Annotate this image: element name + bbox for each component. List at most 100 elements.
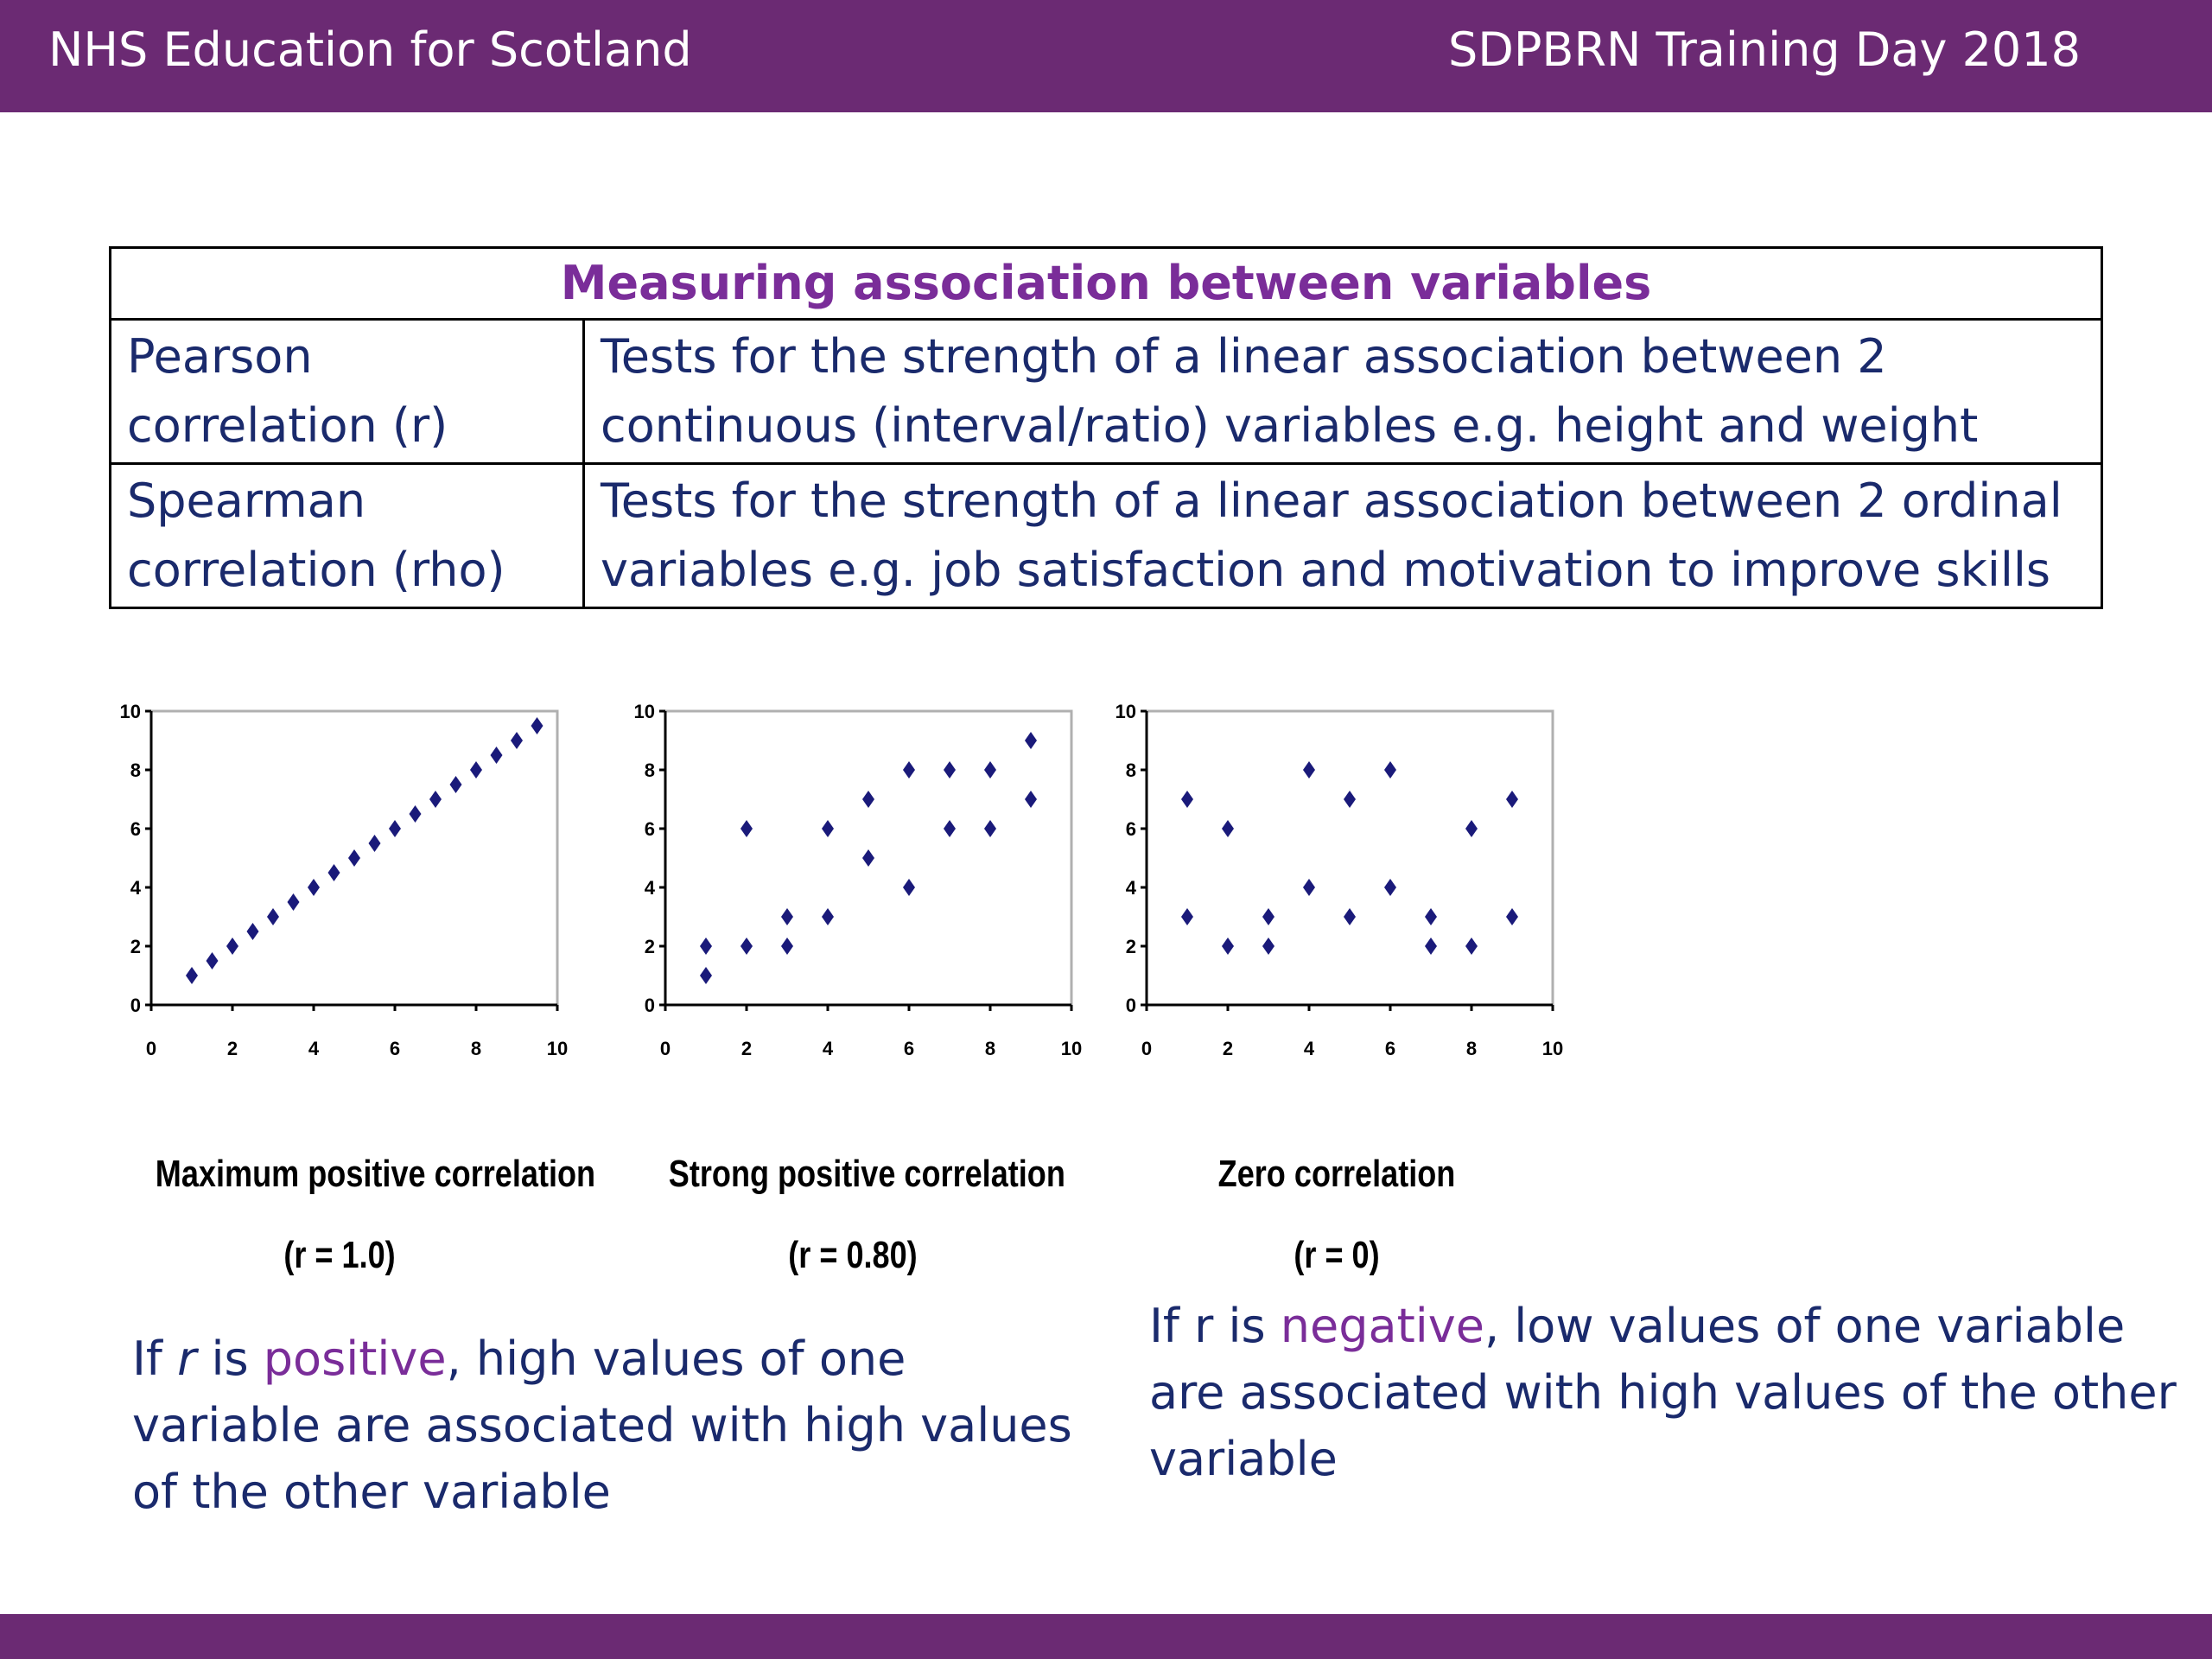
y-tick-label: 0 [645, 995, 655, 1016]
y-tick-label: 4 [1126, 877, 1137, 899]
text-fragment: is [196, 1332, 264, 1386]
data-point [226, 938, 238, 955]
x-tick-label: 2 [741, 1038, 752, 1059]
data-point [470, 761, 482, 779]
data-point [822, 820, 834, 837]
association-table: Measuring association between variables … [109, 246, 2103, 609]
scatter-chart-strong-positive: 0 2 4 6 8 10 0 2 4 6 8 10 [618, 696, 1102, 1079]
x-tick-label: 10 [547, 1038, 568, 1059]
table-title: Measuring association between variables [109, 246, 2103, 321]
x-tick-label: 10 [1542, 1038, 1563, 1059]
y-tick-label: 8 [130, 760, 141, 781]
data-point [1025, 732, 1037, 749]
x-tick-label: 2 [1223, 1038, 1233, 1059]
data-point [368, 835, 381, 852]
data-point [1465, 938, 1478, 955]
text-fragment: , low values of one variable are associa… [1149, 1299, 2177, 1486]
data-point [511, 732, 523, 749]
x-tick-label: 0 [1141, 1038, 1152, 1059]
data-point [1384, 761, 1396, 779]
plot-area [1145, 709, 1554, 1007]
x-tick-label: 6 [904, 1038, 914, 1059]
y-tick-label: 8 [1126, 760, 1136, 781]
data-point [1303, 761, 1315, 779]
footer-bar [0, 1614, 2212, 1659]
data-point [1344, 908, 1356, 925]
x-tick-label: 2 [227, 1038, 238, 1059]
data-point [781, 908, 793, 925]
y-tick-label: 0 [1126, 995, 1136, 1016]
data-point [1181, 908, 1193, 925]
data-point [741, 820, 753, 837]
data-point [700, 967, 712, 984]
data-point [246, 923, 259, 940]
chart-title: Zero correlation [1217, 1153, 1456, 1195]
data-point [348, 849, 360, 867]
data-point [1384, 879, 1396, 896]
y-tick-label: 10 [634, 701, 655, 722]
y-tick-label: 10 [1116, 701, 1136, 722]
data-point [206, 952, 219, 969]
data-point [308, 879, 320, 896]
table-row: Pearson correlation (r) Tests for the st… [109, 318, 2103, 465]
highlight-positive: positive [263, 1332, 447, 1386]
negative-explanation: If r is negative, low values of one vari… [1149, 1293, 2186, 1492]
data-point [1506, 908, 1518, 925]
data-point [1425, 908, 1437, 925]
data-point [186, 967, 198, 984]
data-point [903, 761, 915, 779]
data-point [429, 791, 442, 808]
data-point [781, 938, 793, 955]
x-tick-label: 4 [1304, 1038, 1315, 1059]
chart-subtitle: (r = 0.80) [788, 1234, 918, 1276]
data-point [700, 938, 712, 955]
data-point [1465, 820, 1478, 837]
text-fragment: , high values of one variable are associ… [132, 1332, 1072, 1519]
method-name: Pearson correlation (r) [109, 318, 585, 465]
scatter-plot: 0 2 4 6 8 10 0 2 4 6 8 10 [120, 701, 569, 1059]
data-point [490, 747, 503, 764]
data-point [1181, 791, 1193, 808]
header-bar: NHS Education for Scotland SDPBRN Traini… [0, 0, 2212, 112]
x-tick-label: 4 [308, 1038, 320, 1059]
x-tick-label: 10 [1061, 1038, 1082, 1059]
x-tick-label: 6 [1385, 1038, 1395, 1059]
table-row: Spearman correlation (rho) Tests for the… [109, 462, 2103, 609]
data-point [409, 805, 422, 823]
data-point [1025, 791, 1037, 808]
scatter-chart-zero: 0 2 4 6 8 10 0 2 4 6 8 10 [1099, 696, 1583, 1079]
y-tick-label: 2 [1126, 936, 1136, 957]
scatter-plot: 0 2 4 6 8 10 0 2 4 6 8 10 [634, 701, 1083, 1059]
x-tick-label: 6 [390, 1038, 400, 1059]
y-tick-label: 4 [645, 877, 656, 899]
y-tick-label: 6 [130, 818, 141, 840]
scatter-plot: 0 2 4 6 8 10 0 2 4 6 8 10 [1116, 701, 1564, 1059]
data-point [1222, 938, 1234, 955]
x-tick-label: 8 [471, 1038, 481, 1059]
data-point [822, 908, 834, 925]
method-name: Spearman correlation (rho) [109, 462, 585, 609]
data-point [862, 791, 874, 808]
data-point [327, 864, 340, 881]
organisation-name: NHS Education for Scotland [48, 22, 692, 77]
data-point [287, 893, 300, 911]
y-tick-label: 0 [130, 995, 141, 1016]
x-tick-label: 4 [823, 1038, 834, 1059]
x-tick-label: 0 [660, 1038, 671, 1059]
x-tick-label: 8 [1466, 1038, 1477, 1059]
variable-r: r [177, 1332, 197, 1386]
text-fragment: If [132, 1332, 178, 1386]
event-name: SDPBRN Training Day 2018 [1447, 22, 2081, 77]
y-tick-label: 4 [130, 877, 142, 899]
positive-explanation: If r is positive, high values of one var… [132, 1325, 1100, 1525]
data-point [1303, 879, 1315, 896]
data-point [862, 849, 874, 867]
data-point [531, 717, 543, 734]
y-tick-label: 6 [645, 818, 655, 840]
y-tick-label: 6 [1126, 818, 1136, 840]
chart-title: Strong positive correlation [668, 1153, 1065, 1195]
method-description: Tests for the strength of a linear assoc… [582, 318, 2103, 465]
data-point [1222, 820, 1234, 837]
x-tick-label: 8 [985, 1038, 995, 1059]
data-point [1344, 791, 1356, 808]
